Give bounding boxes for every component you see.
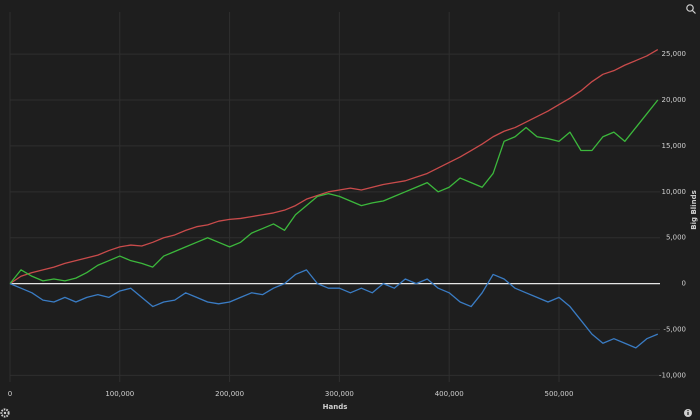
y-tick-label: -5,000	[663, 326, 686, 334]
y-tick-label: 10,000	[662, 188, 687, 196]
plot-area	[9, 12, 660, 382]
x-tick-label: 200,000	[215, 390, 244, 398]
y-tick-label: 25,000	[662, 50, 687, 58]
info-icon[interactable]	[684, 409, 692, 417]
x-tick-label: 100,000	[105, 390, 134, 398]
series-line	[9, 48, 659, 285]
settings-icon[interactable]	[0, 408, 10, 418]
zoom-icon[interactable]	[686, 4, 696, 14]
y-tick-label: 5,000	[666, 234, 686, 242]
x-axis-label: Hands	[323, 403, 348, 411]
series-line	[9, 99, 659, 285]
x-tick-label: 300,000	[325, 390, 354, 398]
y-tick-label: 15,000	[662, 142, 687, 150]
x-tick-label: 0	[8, 390, 12, 398]
y-tick-label: 0	[682, 280, 686, 288]
series-line	[9, 269, 659, 349]
y-tick-label: 20,000	[662, 96, 687, 104]
y-axis-label: Big Blinds	[690, 190, 698, 229]
x-tick-label: 400,000	[435, 390, 464, 398]
x-tick-label: 500,000	[545, 390, 574, 398]
y-tick-label: -10,000	[659, 371, 686, 379]
